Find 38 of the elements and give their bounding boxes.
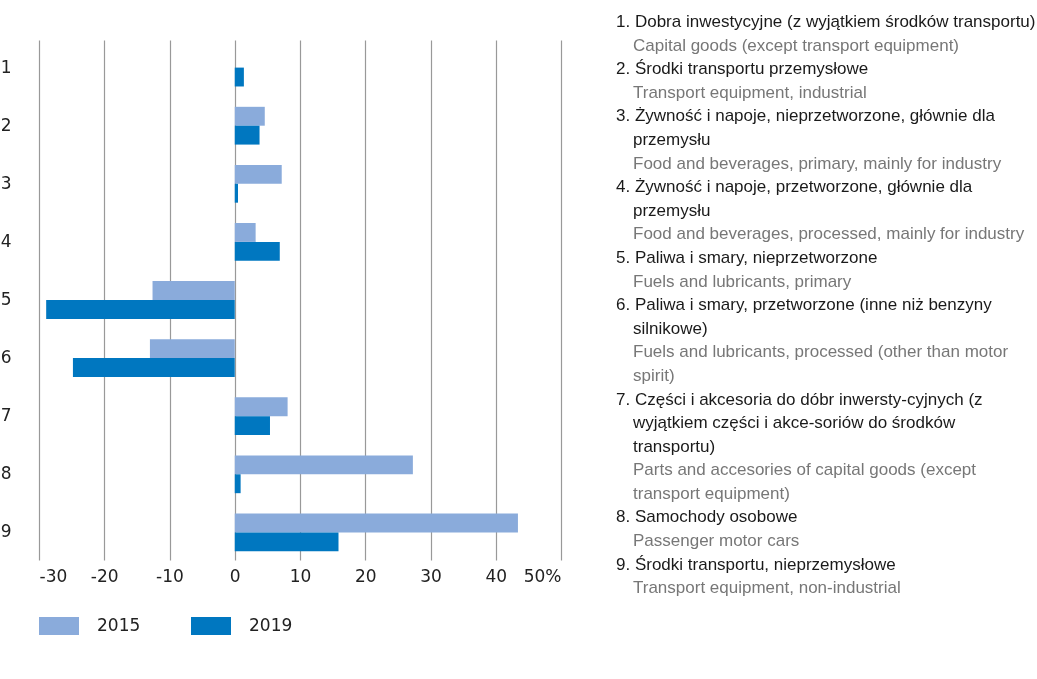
x-tick-label: 10	[289, 565, 312, 586]
text: 2. Środki transportu przemysłowe	[616, 58, 870, 81]
text: Passenger motor cars	[632, 530, 801, 553]
text: Food and beverages, processed, mainly for industry	[632, 223, 1026, 246]
text: 5. Paliwa i smary, nieprzetworzone	[616, 246, 879, 269]
y-tick-label: 9	[0, 521, 12, 542]
x-tick-label: 50%	[523, 565, 562, 586]
text: 4. Żywność i napoje, przetworzone, głównie dla przemysłu	[616, 176, 974, 222]
x-tick-label: 20	[354, 565, 377, 586]
x-tick-label: 40	[485, 565, 508, 586]
x-tick-label: 0	[229, 565, 241, 586]
y-tick-label: 1	[0, 56, 12, 77]
y-tick-label: 2	[0, 114, 12, 135]
x-tick-label: -20	[90, 565, 119, 586]
text: 7. Części i akcesoria do dóbr inwersty-cyjnych (z wyjątkiem części i akce-soriów do środków transportu)	[616, 388, 984, 458]
legend-label: 2019	[249, 615, 293, 635]
text: 8. Samochody osobowe	[616, 506, 799, 529]
y-tick-label: 7	[0, 405, 12, 426]
y-tick-label: 4	[0, 230, 12, 251]
text: Parts and accesories of capital goods (except transport equipment)	[632, 459, 978, 505]
text: 3. Żywność i napoje, nieprzetworzone, głównie dla przemysłu	[616, 105, 996, 151]
y-tick-label: 8	[0, 463, 12, 484]
text: Capital goods (except transport equipment)	[632, 34, 960, 57]
text: Food and beverages, primary, mainly for industry	[632, 152, 1003, 175]
x-tick-label: -10	[156, 565, 184, 586]
text: 1. Dobra inwestycyjne (z wyjątkiem środków transportu)	[616, 11, 1036, 33]
y-tick-label: 5	[0, 289, 12, 309]
text: Transport equipment, non-industrial	[632, 577, 902, 600]
text: 6. Paliwa i smary, przetworzone (inne niż benzyny silnikowe)	[616, 294, 993, 340]
text: 9. Środki transportu, nieprzemysłowe	[616, 553, 897, 576]
legend-label: 2015	[97, 615, 141, 635]
text: Fuels and lubricants, processed (other than motor spirit)	[632, 341, 1010, 387]
y-tick-label: 6	[0, 347, 12, 368]
text: Fuels and lubricants, primary	[632, 270, 853, 293]
y-tick-label: 3	[0, 172, 12, 193]
x-tick-label: -30	[39, 565, 68, 586]
x-tick-label: 30	[420, 565, 442, 586]
text: Transport equipment, industrial	[632, 81, 868, 104]
